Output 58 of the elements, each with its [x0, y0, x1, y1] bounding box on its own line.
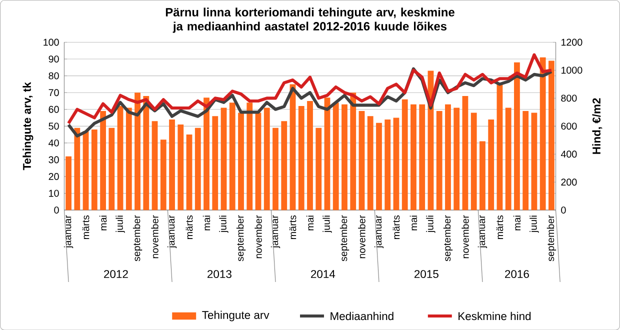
- x-tick-label: märts: [82, 215, 90, 239]
- x-tick-label: jaanuar: [270, 215, 280, 248]
- y2-tick-label: 400: [560, 150, 577, 158]
- text: 2014: [311, 270, 336, 278]
- x-tick-label: jaanuar: [167, 215, 177, 248]
- y-tick-label: 100: [44, 38, 59, 46]
- x-tick-label: juuli: [219, 216, 228, 233]
- x-tick-label: september: [340, 215, 350, 262]
- legend-label: Tehingute arv: [202, 310, 270, 322]
- x-tick-label: september: [132, 215, 142, 262]
- y2-tick-label: 200: [561, 178, 577, 186]
- x-tick-label: jaanuar: [478, 215, 488, 248]
- x-tick-label: märts: [496, 215, 504, 239]
- y-tick-label: 30: [48, 156, 59, 164]
- text: 2013: [208, 270, 232, 278]
- x-tick-label: november: [462, 215, 469, 258]
- y2-tick-label: 800: [561, 94, 577, 102]
- text: 2016: [505, 270, 529, 278]
- x-tick-label: november: [358, 215, 366, 258]
- y2-tick-label: 600: [561, 122, 577, 130]
- y-axis-title: Tehingute arv, tk: [22, 82, 34, 170]
- x-tick-label: mai: [99, 216, 107, 230]
- y-tick-label: 50: [48, 122, 59, 130]
- x-tick-label: mai: [202, 216, 210, 230]
- x-tick-label: mai: [410, 216, 418, 230]
- legend-label: Mediaanhind: [330, 312, 394, 320]
- x-tick-label: jaanuar: [64, 215, 74, 248]
- y-tick-label: 20: [48, 172, 59, 180]
- y-tick-label: 90: [48, 55, 59, 62]
- y-tick-label: 40: [48, 139, 59, 146]
- x-tick-label: jaanuar: [374, 215, 384, 248]
- x-tick-label: juuli: [426, 216, 436, 233]
- x-tick-label: september: [443, 215, 453, 262]
- x-tick-label: september: [236, 215, 246, 262]
- legend-label: Keskmine hind: [458, 312, 531, 320]
- y2-tick-label: 1000: [561, 66, 582, 74]
- y2-tick-label: 0: [561, 206, 566, 214]
- x-tick-label: juuli: [530, 216, 539, 233]
- x-tick-label: mai: [306, 216, 314, 230]
- x-tick-label: märts: [186, 215, 193, 239]
- text: 2012: [104, 270, 128, 278]
- y-tick-label: 80: [48, 72, 59, 80]
- text: 2015: [414, 270, 438, 278]
- y-tick-label: 0: [54, 206, 59, 214]
- y-tick-label: 70: [48, 89, 59, 96]
- x-tick-label: märts: [392, 215, 400, 239]
- chart-title: Pärnu linna korteriomandi tehingute arv, keskmine ja mediaanhind aastatel 2012-2016 kuude lõikes: [166, 8, 454, 33]
- y-tick-label: 10: [49, 190, 59, 197]
- x-tick-label: märts: [289, 215, 296, 239]
- x-tick-label: september: [546, 215, 556, 262]
- x-tick-label: november: [151, 215, 158, 258]
- x-tick-label: juuli: [322, 216, 332, 233]
- y2-axis-title: Hind, €/m2: [592, 98, 602, 154]
- x-tick-label: juuli: [116, 216, 125, 233]
- y2-tick-label: 1200: [561, 38, 582, 46]
- y-tick-label: 60: [48, 106, 59, 113]
- x-tick-label: mai: [513, 216, 521, 230]
- x-tick-label: november: [254, 215, 262, 258]
